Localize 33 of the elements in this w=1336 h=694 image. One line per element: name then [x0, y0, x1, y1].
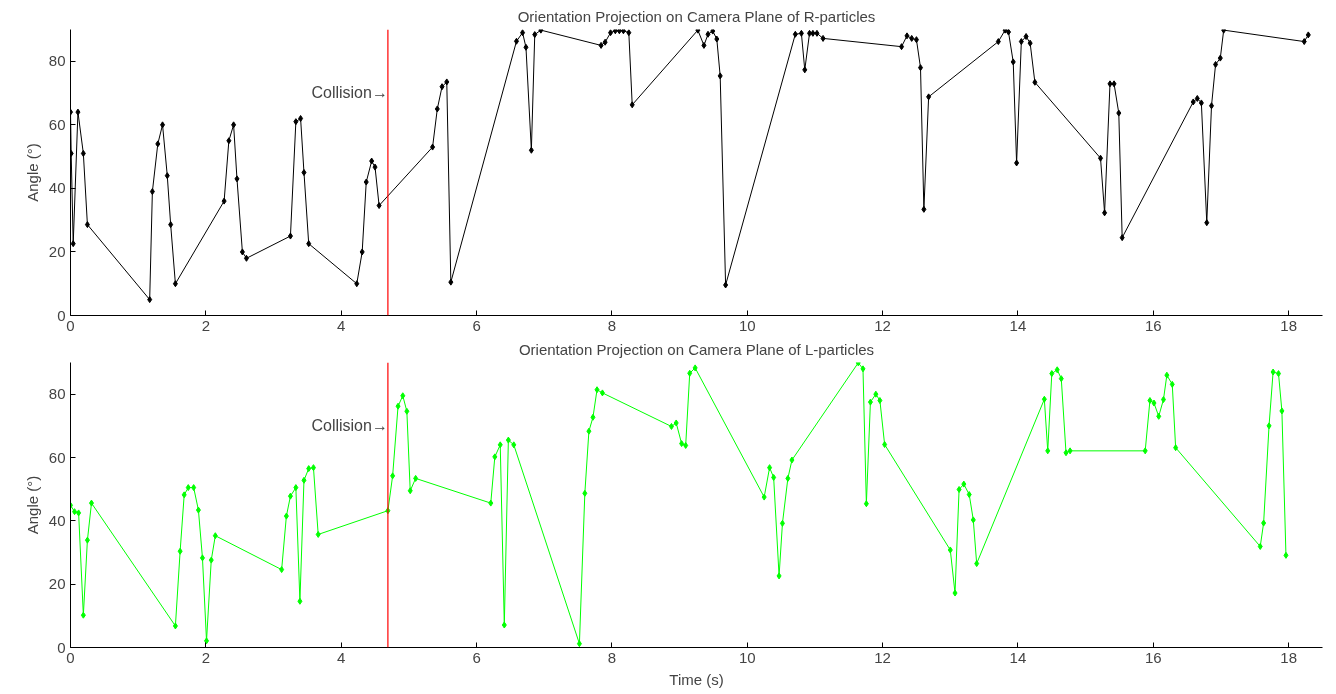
x-tick-label: 4: [337, 316, 346, 334]
x-tick-label: 10: [738, 316, 756, 334]
x-tick-label: 8: [607, 648, 617, 666]
y-tick-label: 60: [48, 115, 66, 133]
ref-line-label: Collision→: [311, 416, 388, 434]
y-tick-label: 20: [48, 242, 66, 260]
x-tick-label: 2: [201, 648, 211, 666]
y-axis-title: Angle (°): [23, 475, 41, 535]
x-tick-label: 8: [607, 316, 617, 334]
y-tick-label: 40: [48, 179, 66, 197]
y-axis-title: Angle (°): [23, 143, 41, 202]
y-tick-label: 80: [48, 52, 66, 70]
chart-title: Orientation Projection on Camera Plane of R-particles: [517, 7, 876, 25]
x-tick-label: 2: [201, 316, 211, 334]
x-tick-label: 12: [874, 648, 891, 666]
x-tick-label: 16: [1144, 648, 1162, 666]
y-tick-label: 40: [48, 511, 66, 529]
y-tick-label: 20: [48, 575, 66, 593]
x-tick-label: 6: [472, 316, 481, 334]
x-axis-title: Time (s): [669, 670, 724, 688]
x-tick-label: 18: [1280, 648, 1298, 666]
x-tick-label: 4: [337, 648, 346, 666]
x-tick-label: 10: [738, 648, 756, 666]
y-tick-label: 80: [48, 385, 66, 403]
x-tick-label: 14: [1009, 648, 1027, 666]
x-tick-label: 6: [472, 648, 481, 666]
x-tick-label: 14: [1009, 316, 1027, 334]
x-tick-label: 16: [1144, 316, 1162, 334]
y-tick-label: 60: [48, 448, 66, 466]
x-tick-label: 18: [1280, 316, 1298, 334]
chart-title: Orientation Projection on Camera Plane of L-particles: [518, 340, 875, 358]
ref-line-label: Collision→: [311, 83, 388, 101]
x-tick-label: 12: [874, 316, 891, 334]
